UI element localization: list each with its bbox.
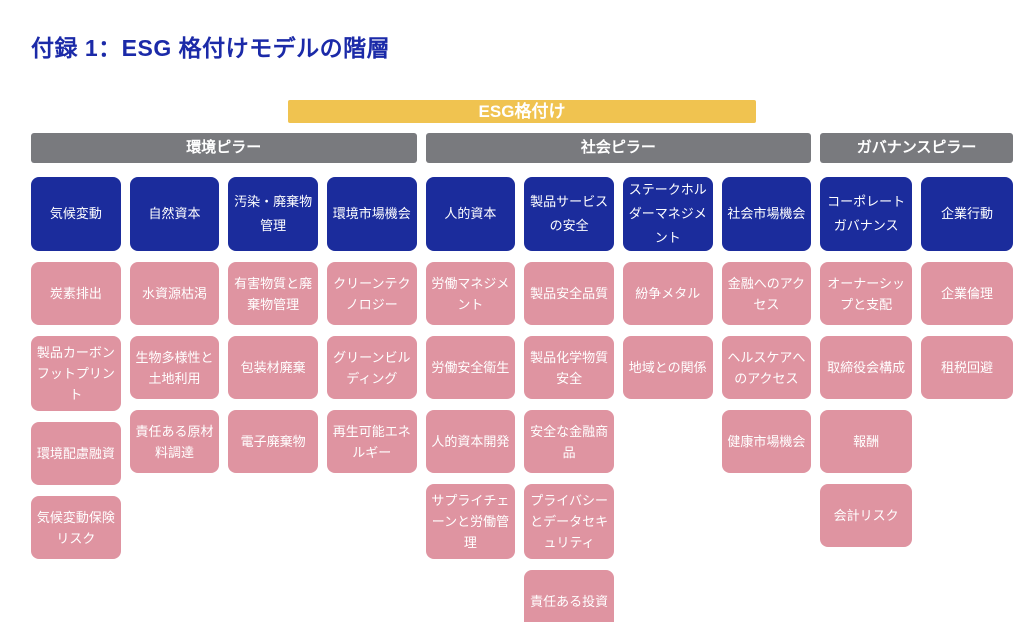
pillar: 社会ピラー人的資本労働マネジメント 労働安全衛生 人的資本開発サプライチェーンと労働… — [425, 133, 812, 622]
category-column: コーポレートガバナンスオーナーシップと支配 取締役会構成 報酬会計リスク — [820, 177, 913, 548]
category-box: 汚染・廃棄物管理 — [228, 177, 318, 252]
factor-box: 企業倫理 — [921, 262, 1013, 326]
factor-box: 気候変動保険リスク — [31, 496, 121, 560]
factor-box: 水資源枯渇 — [129, 262, 220, 326]
category-column: 企業行動企業倫理租税回避 — [921, 177, 1013, 547]
factor-box: 製品化学物質安全 — [524, 336, 614, 400]
factor-box: 金融へのアクセス — [721, 262, 812, 326]
factor-box: 包装材廃棄 — [228, 336, 318, 400]
pillar-columns: コーポレートガバナンス オーナーシップと支配 取締役会構成 報酬 会計リスク 企業行動 企業… — [820, 177, 1013, 548]
category-column: 自然資本水資源枯渇生物多様性と土地利用 責任ある原材料調達 — [129, 177, 220, 559]
factor-box: 人的資本開発 — [425, 410, 516, 474]
page-title: 付録 1：ESG 格付けモデルの階層 — [31, 35, 391, 62]
factor-box: 労働安全衛生 — [425, 336, 516, 400]
pillar-columns: 気候変動 炭素排出 製品カーボンフットプリント 環境配慮融資 気候変動保険リスク 自然資本… — [31, 177, 417, 560]
factor-box: 責任ある投資 — [524, 570, 614, 622]
category-box: 気候変動 — [31, 177, 121, 252]
pillar: ガバナンスピラーコーポレートガバナンスオーナーシップと支配 取締役会構成 報酬会計リ… — [820, 133, 1013, 622]
category-column: 製品サービスの安全製品安全品質 製品化学物質安全 安全な金融商品プライバシーとデータ… — [524, 177, 614, 622]
factor-box: 報酬 — [820, 410, 913, 474]
category-column: 気候変動炭素排出製品カーボンフットプリント環境配慮融資 気候変動保険リスク — [31, 177, 121, 560]
category-column: 社会市場機会金融へのアクセス ヘルスケアへのアクセス 健康市場機会 — [721, 177, 812, 622]
category-column: ステークホルダーマネジメント紛争メタル地域との関係 — [622, 177, 713, 622]
category-box: 人的資本 — [425, 177, 516, 252]
pillar-header: 環境ピラー — [31, 133, 417, 164]
factor-box: プライバシーとデータセキュリティ — [524, 484, 614, 560]
factor-box: 会計リスク — [820, 484, 913, 548]
pillars-row: 環境ピラー気候変動炭素排出製品カーボンフットプリント環境配慮融資 気候変動保険リス… — [31, 133, 1013, 622]
factor-box: 責任ある原材料調達 — [129, 410, 220, 474]
factor-box: 製品カーボンフットプリント — [31, 336, 121, 412]
pillar-header: ガバナンスピラー — [820, 133, 1013, 164]
factor-box: 地域との関係 — [622, 336, 713, 400]
category-box: 企業行動 — [921, 177, 1013, 252]
category-box: ステークホルダーマネジメント — [622, 177, 713, 252]
factor-box: 有害物質と廃棄物管理 — [228, 262, 318, 326]
factor-box: 紛争メタル — [622, 262, 713, 326]
category-column: 環境市場機会クリーンテクノロジー グリーンビルディング 再生可能エネルギー — [326, 177, 417, 559]
factor-box: 取締役会構成 — [820, 336, 913, 400]
factor-box: 健康市場機会 — [721, 410, 812, 474]
factor-box: 安全な金融商品 — [524, 410, 614, 474]
factor-box: オーナーシップと支配 — [820, 262, 913, 326]
category-box: 製品サービスの安全 — [524, 177, 614, 252]
factor-box: 電子廃棄物 — [228, 410, 318, 474]
factor-box: 労働マネジメント — [425, 262, 516, 326]
category-box: 自然資本 — [129, 177, 220, 252]
category-column: 人的資本労働マネジメント 労働安全衛生 人的資本開発サプライチェーンと労働管理 — [425, 177, 516, 622]
factor-box: グリーンビルディング — [326, 336, 417, 400]
factor-box: クリーンテクノロジー — [326, 262, 417, 326]
factor-box: 生物多様性と土地利用 — [129, 336, 220, 400]
factor-box: ヘルスケアへのアクセス — [721, 336, 812, 400]
category-column: 汚染・廃棄物管理有害物質と廃棄物管理 包装材廃棄電子廃棄物 — [228, 177, 318, 559]
category-box: コーポレートガバナンス — [820, 177, 913, 252]
pillar: 環境ピラー気候変動炭素排出製品カーボンフットプリント環境配慮融資 気候変動保険リス… — [31, 133, 417, 622]
factor-box: 再生可能エネルギー — [326, 410, 417, 474]
factor-box: 環境配慮融資 — [31, 422, 121, 486]
category-box: 社会市場機会 — [721, 177, 812, 252]
factor-box: 製品安全品質 — [524, 262, 614, 326]
factor-box: 租税回避 — [921, 336, 1013, 400]
factor-box: サプライチェーンと労働管理 — [425, 484, 516, 560]
category-box: 環境市場機会 — [326, 177, 417, 252]
esg-rating-root-bar: ESG格付け — [288, 100, 756, 124]
factor-box: 炭素排出 — [31, 262, 121, 326]
pillar-columns: 人的資本 労働マネジメント 労働安全衛生 人的資本開発 サプライチェーンと労働管理 製品サ… — [425, 177, 812, 622]
pillar-header: 社会ピラー — [425, 133, 812, 164]
